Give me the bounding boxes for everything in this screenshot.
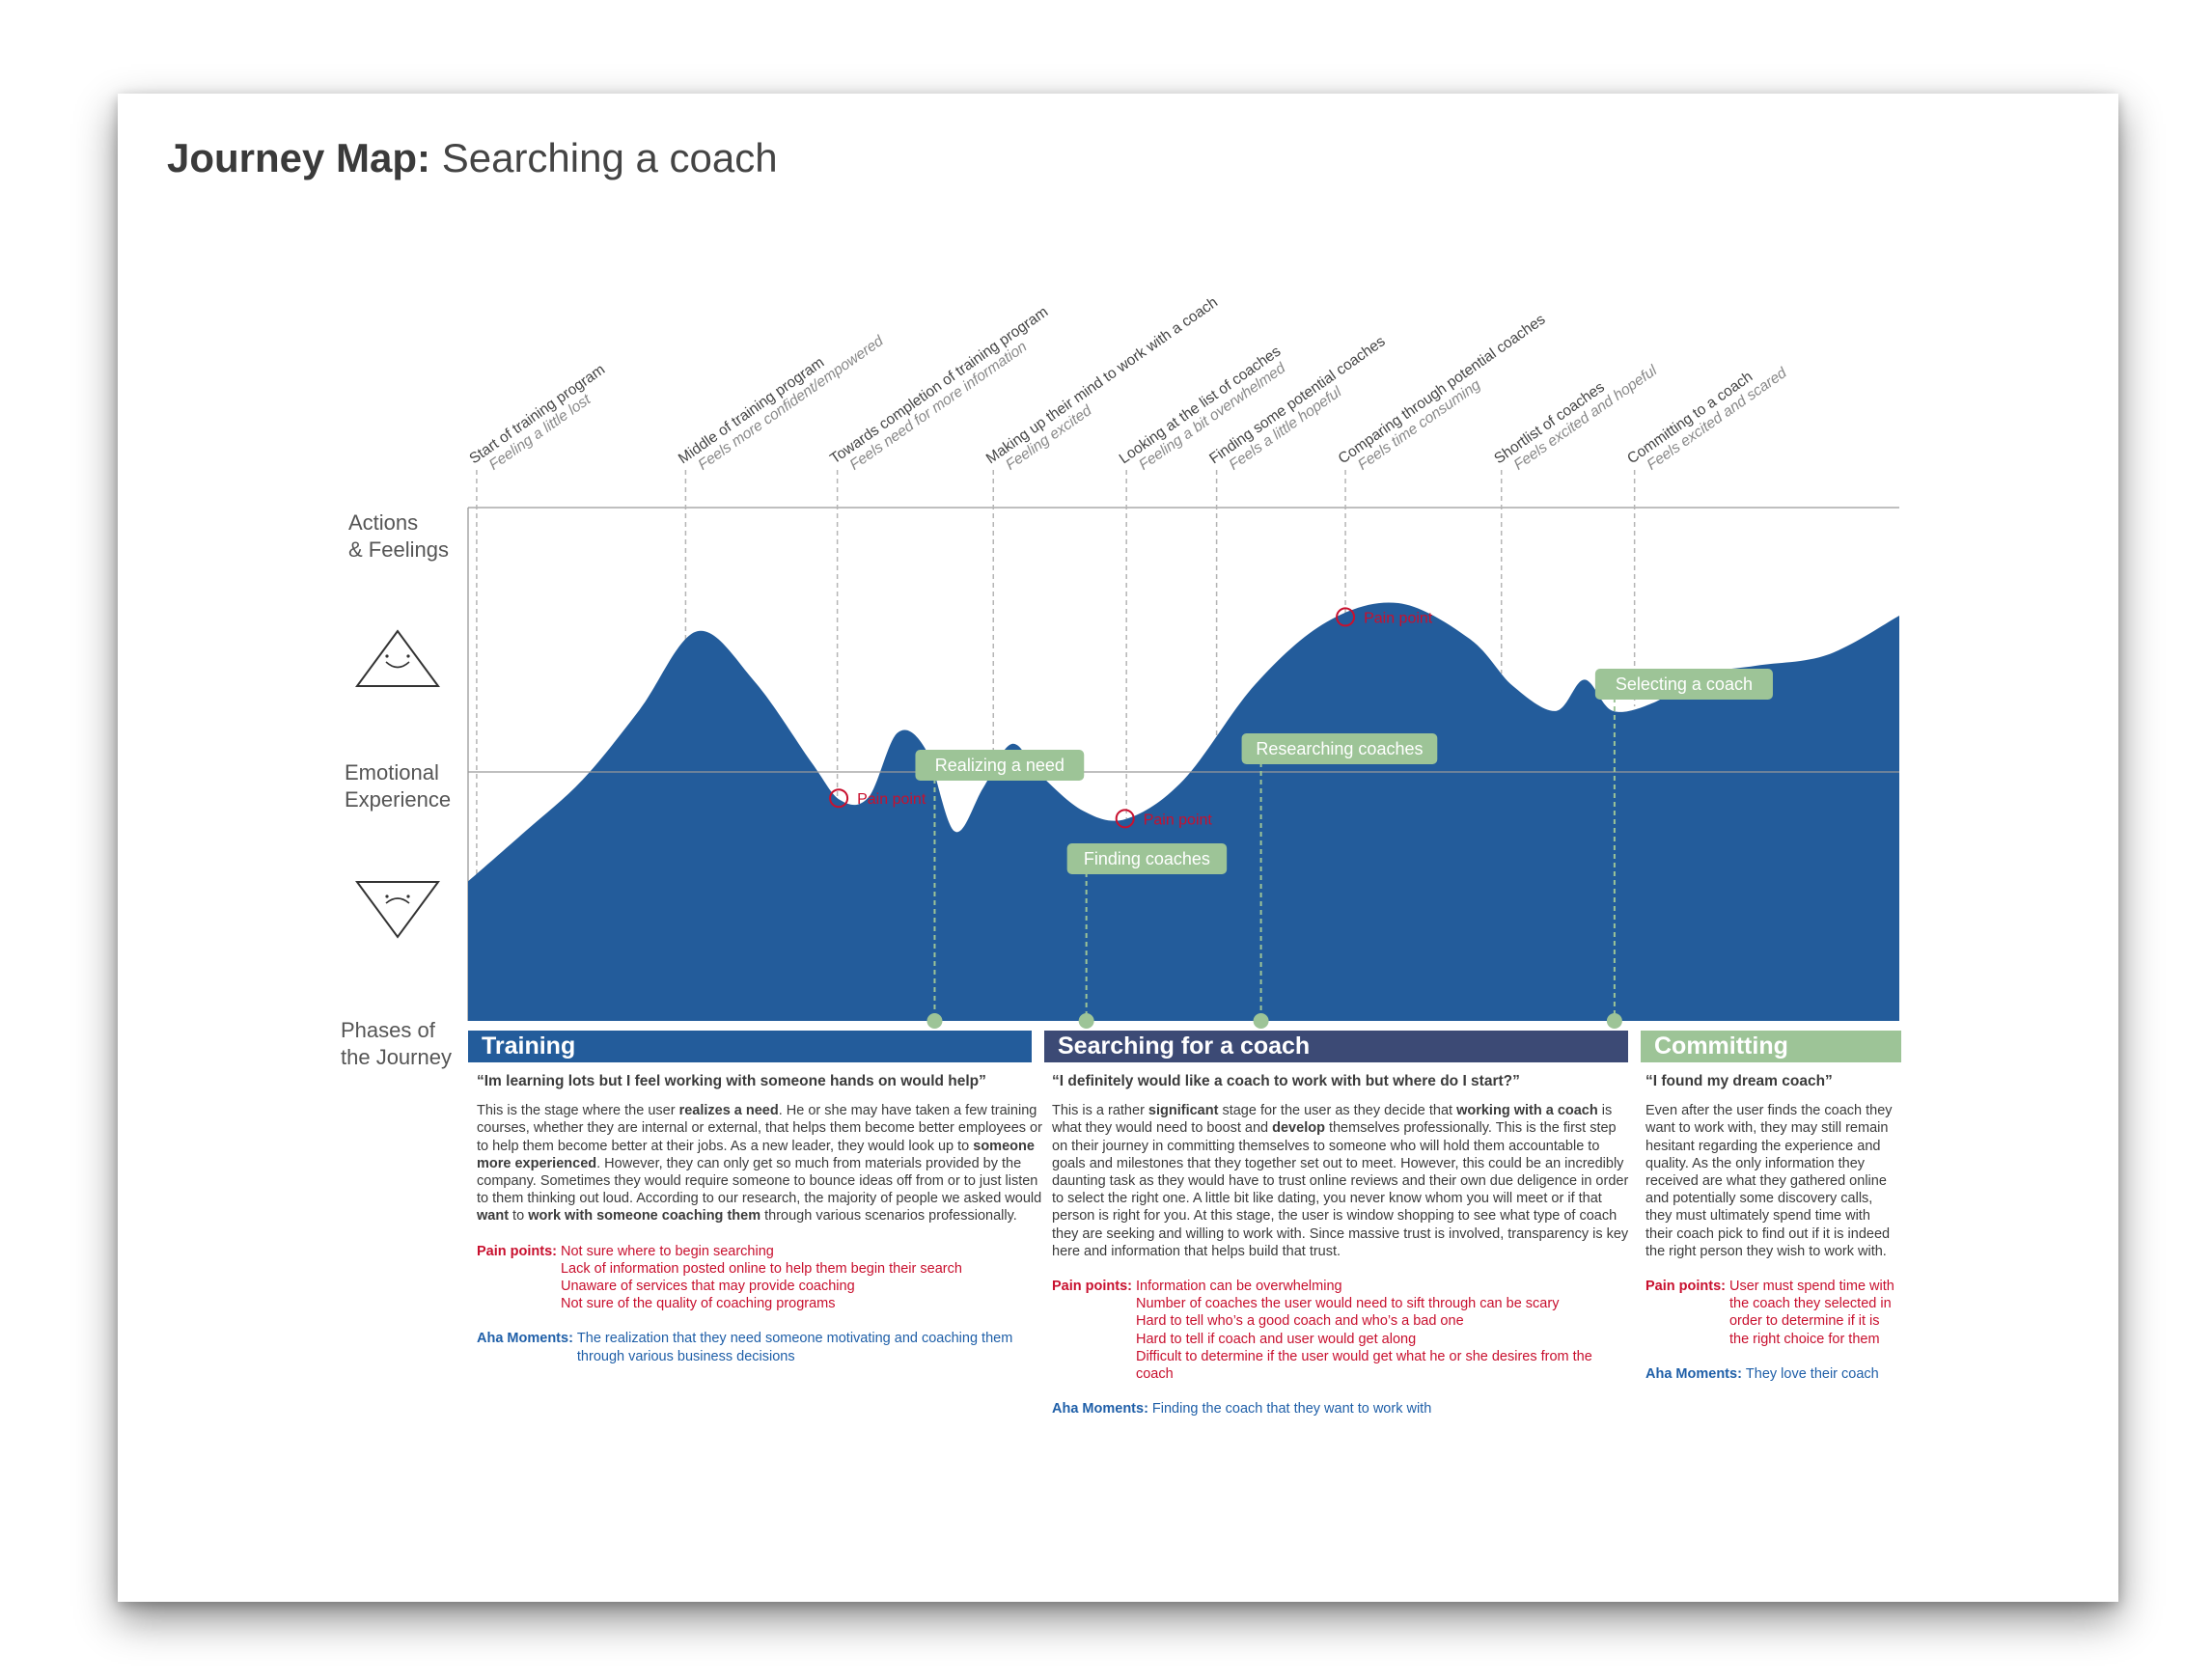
moment-tag xyxy=(1241,733,1438,764)
phase-searching-bar: Searching for a coach xyxy=(1044,1031,1628,1062)
sad-face-icon xyxy=(355,881,440,939)
phase-searching-details: “I definitely would like a coach to work… xyxy=(1052,1073,1633,1418)
moment-dot xyxy=(926,1013,943,1029)
phase-training-bar: Training xyxy=(468,1031,1032,1062)
moment-tag xyxy=(1066,843,1228,874)
touchpoint-feeling: Feels time consuming xyxy=(1355,376,1484,474)
phase-training-details: “Im learning lots but I feel working wit… xyxy=(477,1073,1046,1365)
moment-dot xyxy=(1606,1013,1622,1029)
pain-point-item: Difficult to determine if the user would… xyxy=(1135,1348,1592,1383)
pain-point-item: Not sure of the quality of coaching prog… xyxy=(560,1296,836,1312)
pain-point-item: Information can be overwhelming xyxy=(1135,1279,1342,1295)
aha-moments-label: Aha Moments: xyxy=(1052,1401,1148,1418)
pain-point-marker xyxy=(829,788,849,809)
row-label-phases: Phases of the Journey xyxy=(341,1018,452,1069)
phase-pain-points: Pain points: User must spend time with th… xyxy=(1645,1278,1898,1348)
pain-point-label: Pain point xyxy=(857,791,926,808)
phase-quote: “Im learning lots but I feel working wit… xyxy=(477,1073,986,1089)
moment-dot xyxy=(1078,1013,1094,1029)
moment-tag xyxy=(1594,669,1773,700)
aha-moments-label: Aha Moments: xyxy=(477,1331,573,1347)
page-title: Journey Map: Searching a coach xyxy=(167,135,778,181)
pain-point-item: Hard to tell who’s a good coach and who’… xyxy=(1135,1313,1464,1330)
phase-aha-moments: Aha Moments: Finding the coach that they … xyxy=(1052,1400,1633,1418)
phase-description: Even after the user finds the coach they… xyxy=(1645,1103,1893,1259)
pain-points-label: Pain points: xyxy=(1052,1279,1132,1295)
phase-aha-moments: Aha Moments: The realization that they ne… xyxy=(477,1330,1046,1364)
aha-moment-item: They love their coach xyxy=(1745,1365,1879,1382)
phase-quote: “I definitely would like a coach to work… xyxy=(1052,1073,1520,1089)
phase-committing-bar: Committing xyxy=(1641,1031,1901,1062)
aha-moment-item: The realization that they need someone m… xyxy=(576,1331,1013,1364)
phase-quote: “I found my dream coach” xyxy=(1645,1073,1833,1089)
pain-point-marker xyxy=(1115,809,1135,829)
row-label-actions: Actions & Feelings xyxy=(348,510,449,562)
phase-description: This is a rather significant stage for t… xyxy=(1052,1103,1629,1259)
moment-label: Researching coaches xyxy=(1256,739,1423,758)
happy-face-icon xyxy=(355,629,440,687)
row-label-emotional: Emotional Experience xyxy=(345,760,452,812)
pain-point-marker xyxy=(1336,607,1356,627)
pain-point-item: Unaware of services that may provide coa… xyxy=(560,1279,855,1295)
touchpoint-action: Start of training program xyxy=(466,361,608,467)
phase-committing-details: “I found my dream coach” Even after the u… xyxy=(1645,1073,1898,1383)
pain-points-label: Pain points: xyxy=(1645,1279,1726,1295)
pain-point-label: Pain point xyxy=(1364,610,1433,626)
moment-label: Realizing a need xyxy=(935,756,1065,775)
moment-label: Selecting a coach xyxy=(1616,674,1753,694)
aha-moments-label: Aha Moments: xyxy=(1645,1365,1742,1382)
moment-tag xyxy=(915,750,1085,781)
pain-points-label: Pain points: xyxy=(477,1243,557,1259)
moment-label: Finding coaches xyxy=(1084,849,1210,868)
title-rest: Searching a coach xyxy=(441,135,778,180)
aha-moment-item: Finding the coach that they want to work… xyxy=(1151,1401,1432,1418)
phase-aha-moments: Aha Moments: They love their coach xyxy=(1645,1365,1898,1383)
title-bold: Journey Map: xyxy=(167,135,431,180)
pain-point-item: User must spend time with the coach they… xyxy=(1728,1279,1894,1347)
touchpoint-feeling: Feels excited and scared xyxy=(1645,364,1791,474)
emotion-area xyxy=(468,602,1899,1021)
phase-description: This is the stage where the user realize… xyxy=(477,1103,1042,1225)
touchpoint-action: Middle of training program xyxy=(676,354,827,467)
phase-pain-points: Pain points: Not sure where to begin sear… xyxy=(477,1243,1046,1313)
pain-point-label: Pain point xyxy=(1144,812,1213,828)
pain-point-item: Number of coaches the user would need to… xyxy=(1135,1296,1560,1312)
pain-point-item: Hard to tell if coach and user would get… xyxy=(1135,1331,1417,1347)
pain-point-item: Lack of information posted online to hel… xyxy=(560,1260,962,1277)
moment-dot xyxy=(1253,1013,1269,1029)
pain-point-item: Not sure where to begin searching xyxy=(560,1243,774,1259)
phase-pain-points: Pain points: Information can be overwhelm… xyxy=(1052,1278,1633,1383)
